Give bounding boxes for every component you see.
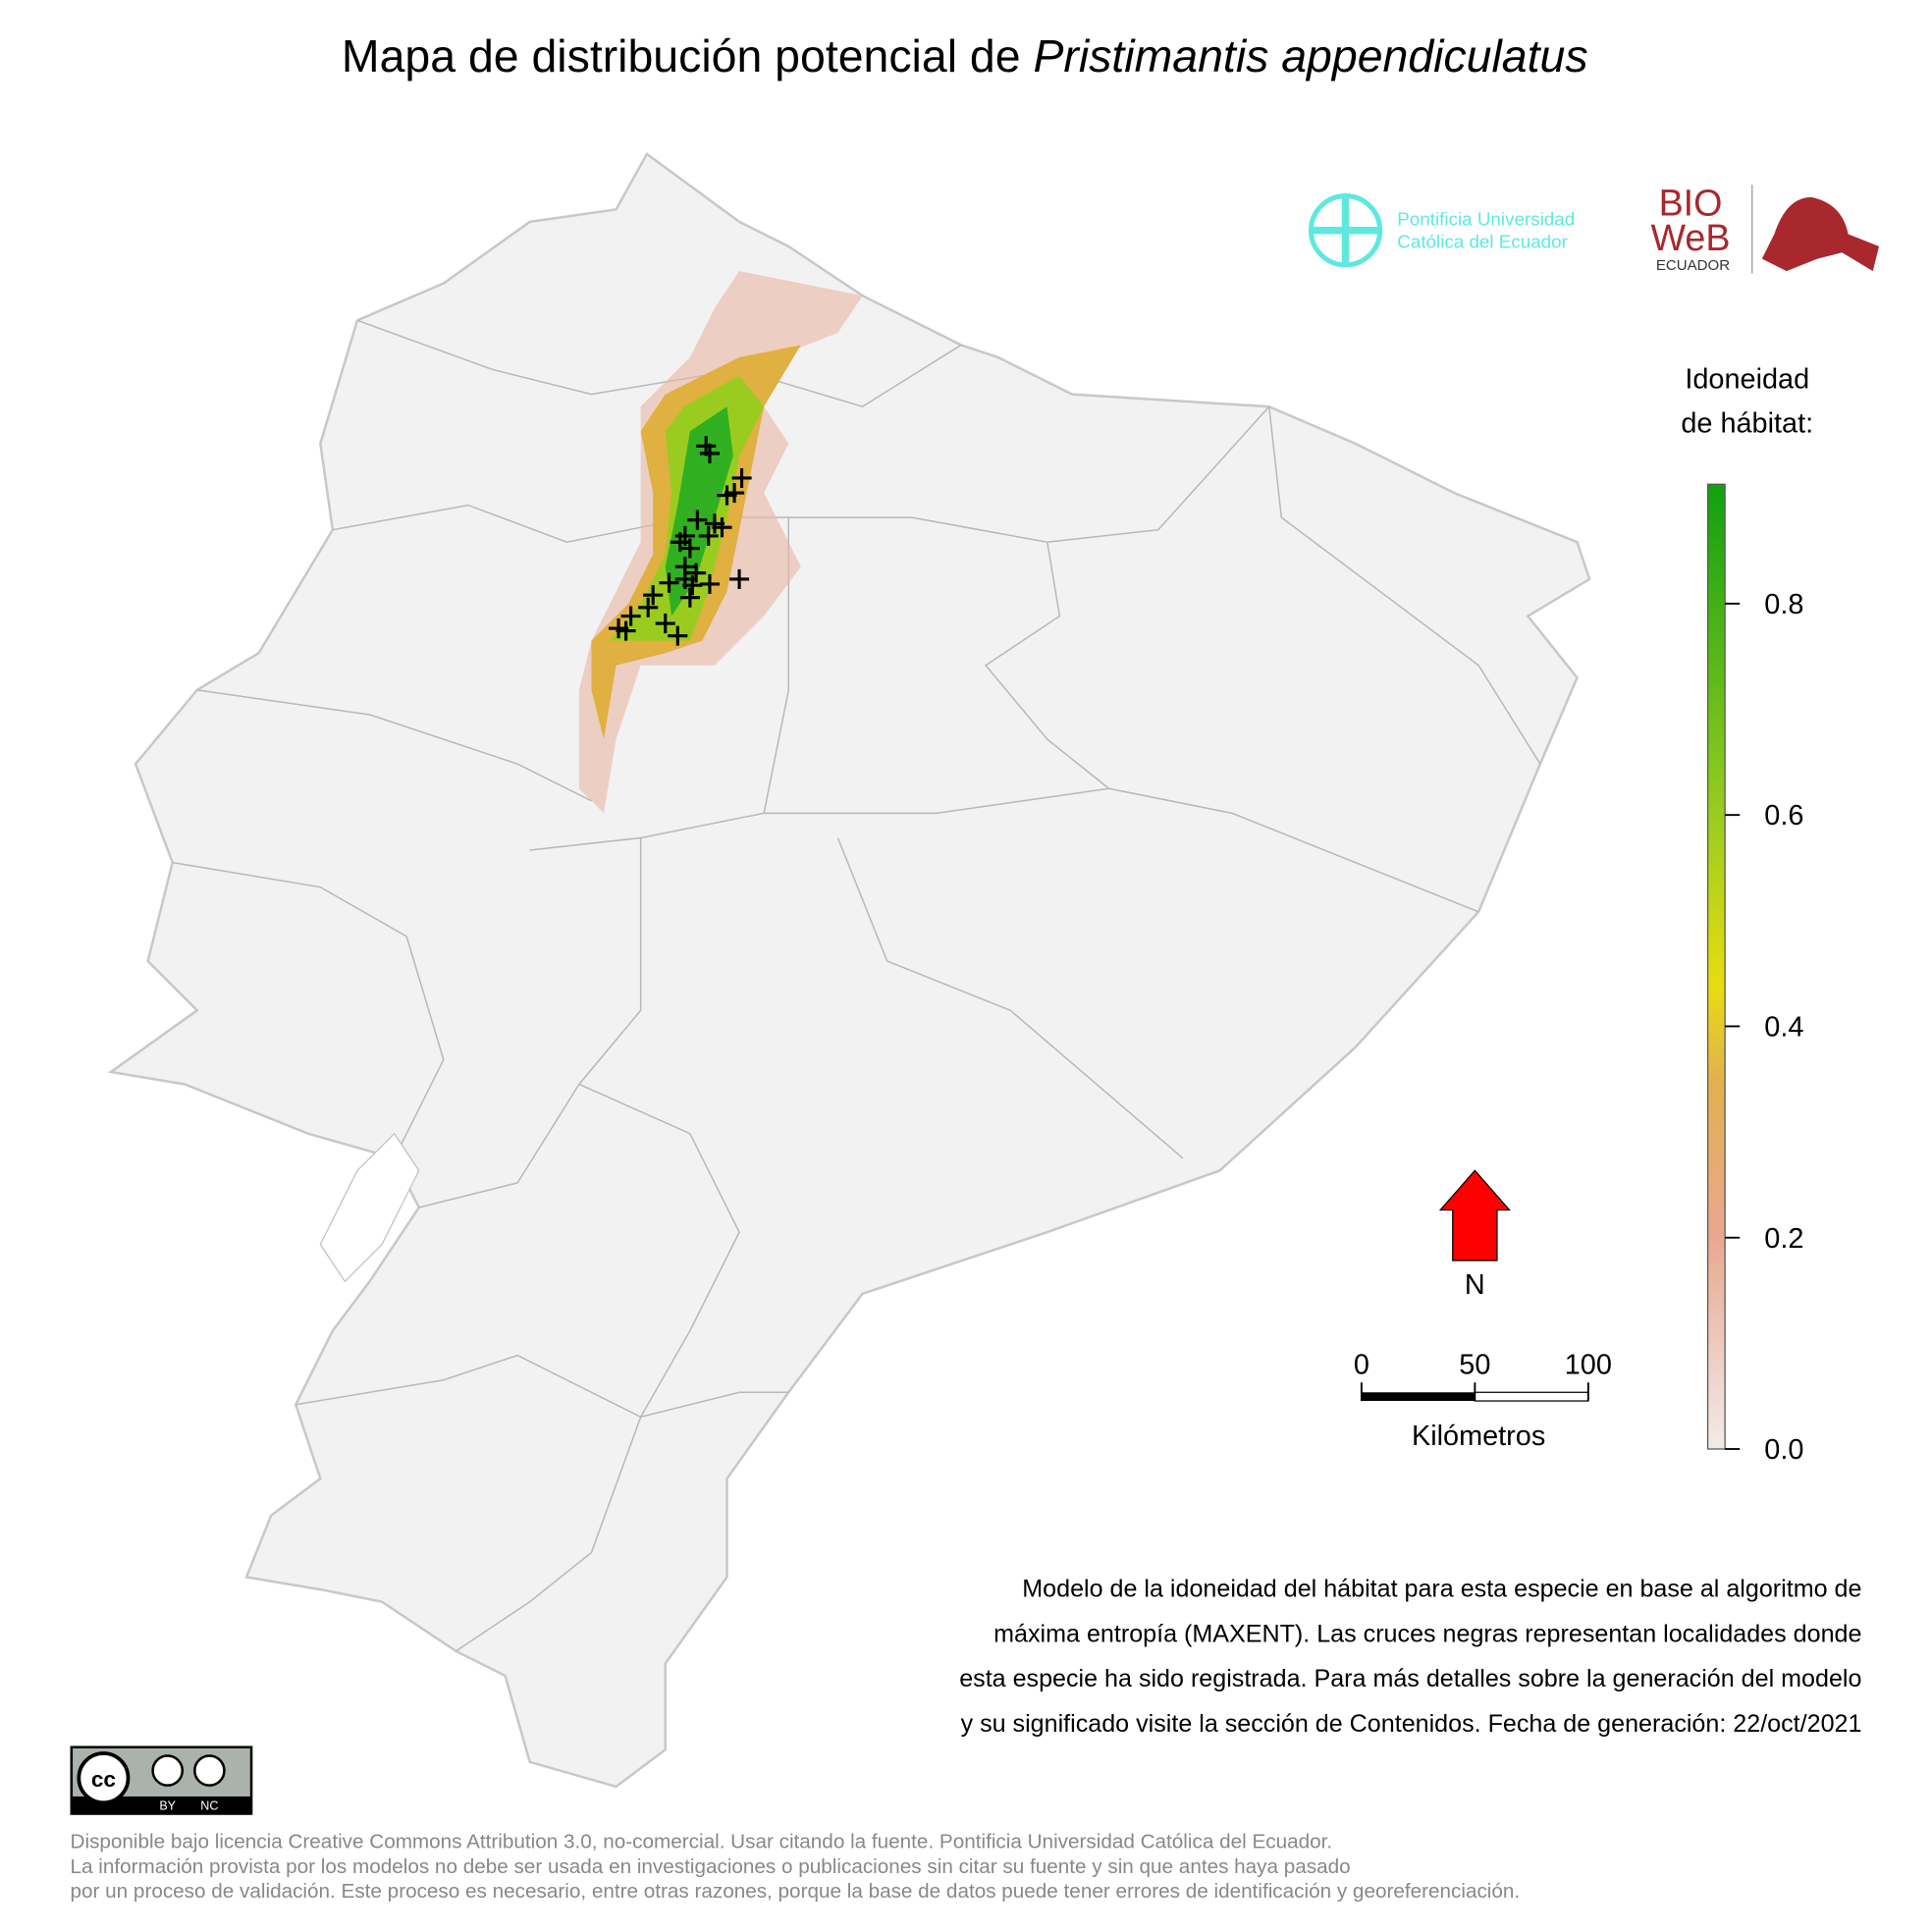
occurrence-cross	[616, 620, 636, 641]
occurrence-cross	[679, 587, 700, 608]
occurrence-cross	[668, 625, 688, 646]
license-line: por un proceso de validación. Este proce…	[71, 1880, 1521, 1903]
occurrence-cross	[699, 443, 720, 463]
description-line: y su significado visite la sección de Co…	[961, 1710, 1862, 1738]
color-bar	[1706, 483, 1726, 1450]
north-label: N	[1465, 1269, 1485, 1301]
scale-unit: Kilómetros	[1412, 1421, 1545, 1452]
occurrence-cross	[659, 572, 679, 593]
bioweb-text: WeB	[1651, 217, 1731, 258]
occurrence-cross	[712, 517, 732, 538]
legend-tick-label: 0.0	[1764, 1434, 1803, 1466]
legend-title: Idoneidad	[1685, 363, 1809, 395]
bioweb-text: BIO	[1659, 183, 1723, 224]
scale-tick-label: 100	[1565, 1349, 1612, 1380]
legend-tick-label: 0.8	[1764, 589, 1803, 620]
occurrence-cross	[643, 585, 664, 606]
scale-bar: Kilómetros 0 50 100	[1354, 1349, 1612, 1452]
scale-segment	[1361, 1392, 1476, 1402]
legend-title: de hábitat:	[1681, 408, 1813, 440]
badge-text: cc	[91, 1767, 116, 1792]
occurrence-cross	[699, 573, 720, 594]
license-line: Disponible bajo licencia Creative Common…	[71, 1831, 1333, 1853]
logo-puce: Pontificia Universidad Católica del Ecua…	[1308, 193, 1575, 268]
puce-text: Pontificia Universidad	[1397, 209, 1575, 230]
country-map	[107, 152, 1591, 1789]
description-line: Modelo de la idoneidad del hábitat para …	[1022, 1576, 1861, 1603]
badge-text: BY	[159, 1799, 176, 1813]
occurrence-cross	[731, 467, 752, 489]
title: Mapa de distribución potencial de Pristi…	[342, 30, 1588, 81]
description-line: máxima entropía (MAXENT). Las cruces neg…	[993, 1620, 1861, 1647]
occurrence-cross	[682, 575, 703, 596]
occurrence-points	[609, 436, 752, 646]
occurrence-cross	[638, 597, 659, 617]
scale-segment	[1474, 1391, 1589, 1402]
license-text: Disponible bajo licencia Creative Common…	[71, 1831, 1521, 1903]
legend: Idoneidad de hábitat: 0.0 0.2 0.4 0.6 0.8	[1681, 363, 1813, 1466]
occurrence-cross	[679, 538, 700, 559]
scale-tick-label: 50	[1459, 1349, 1490, 1380]
occurrence-cross	[686, 563, 707, 583]
habitat-model	[578, 271, 863, 814]
legend-tick-label: 0.2	[1764, 1223, 1803, 1255]
badge-text: NC	[200, 1799, 218, 1813]
license-badge: cc BY NC	[70, 1745, 253, 1815]
puce-text: Católica del Ecuador	[1397, 231, 1568, 251]
occurrence-cross	[729, 568, 750, 589]
description: Modelo de la idoneidad del hábitat para …	[959, 1576, 1861, 1738]
legend-tick-label: 0.4	[1764, 1011, 1803, 1043]
occurrence-cross	[724, 483, 745, 504]
bioweb-text: ECUADOR	[1656, 257, 1730, 274]
occurrence-cross	[687, 510, 708, 530]
occurrence-cross	[620, 606, 641, 626]
scale-tick-label: 0	[1354, 1349, 1369, 1380]
occurrence-cross	[698, 525, 719, 547]
license-line: La información provista por los modelos …	[71, 1855, 1351, 1878]
logo-bioweb: BIO WeB ECUADOR	[1651, 183, 1880, 274]
north-arrow: N	[1438, 1169, 1511, 1301]
occurrence-cross	[655, 614, 675, 634]
description-line: esta especie ha sido registrada. Para má…	[959, 1665, 1861, 1692]
legend-tick-label: 0.6	[1764, 800, 1803, 832]
